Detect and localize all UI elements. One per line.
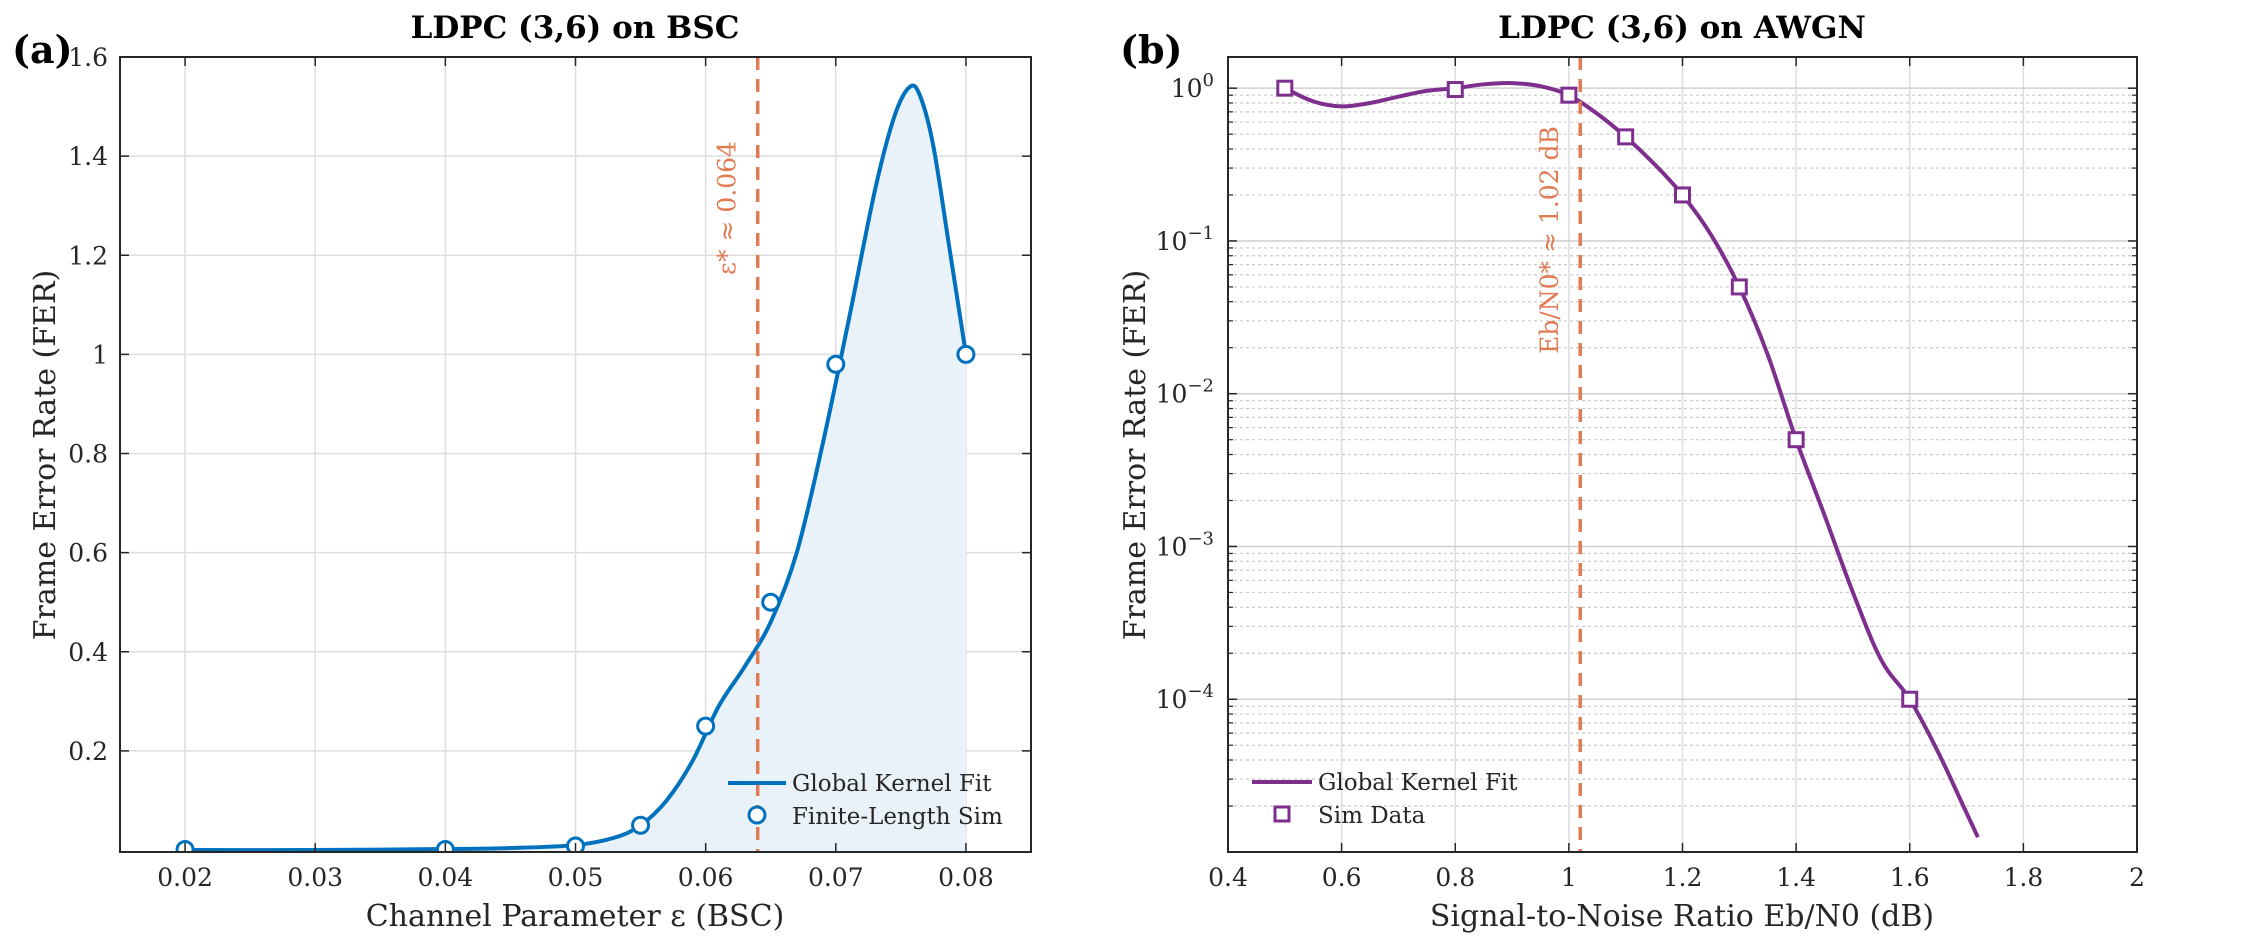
panel-b-sim-point: [1674, 186, 1691, 204]
panel-b-sim-point: [1446, 81, 1464, 99]
panel-a-sim-point: [761, 592, 781, 612]
panel-a-x-tick-label: 0.08: [938, 863, 994, 892]
panel-a-ticks: 0.02 0.03 0.04 0.05 0.06 0.07 0.08 0.2 0.4 0.6 0.8…: [68, 43, 1031, 892]
panel-b-threshold-label: Eb/N0* ≈ 1.02 dB: [1535, 126, 1564, 354]
panel-a-y-axis-label: Frame Error Rate (FER): [28, 270, 63, 641]
panel-b-sim-point: [1730, 278, 1748, 296]
panel-b-x-tick-label: 1: [1561, 863, 1577, 892]
panel-a-sim-point: [826, 354, 846, 374]
panel-a-x-axis-label: Channel Parameter ε (BSC): [366, 899, 785, 934]
panel-b-sim-point: [1787, 431, 1805, 449]
panel-a-threshold-label: ε* ≈ 0.064: [713, 141, 742, 275]
panel-a-y-tick-label: 0.8: [68, 440, 108, 469]
panel-a-fit-area-fill: [185, 85, 966, 852]
panel-a-x-tick-label: 0.02: [157, 863, 213, 892]
panel-b-y-tick-label: 10−2: [1156, 376, 1214, 409]
panel-b-y-tick-label: 100: [1171, 70, 1214, 103]
panel-b-fit-line: [1283, 81, 1980, 839]
panel-a-fit-line: [185, 83, 968, 852]
panel-b: 0.4 0.6 0.8 1 1.2 1.4 1.6 1.8 2 100 10−1 10−2 10−3 10…: [1118, 10, 2145, 934]
panel-a-legend-fit-label: Global Kernel Fit: [792, 771, 992, 797]
panel-b-y-tick-label: 10−1: [1156, 223, 1214, 256]
panel-a-sim-point: [956, 344, 976, 364]
panel-a-x-tick-label: 0.07: [808, 863, 864, 892]
panel-b-sim-point: [1276, 79, 1294, 97]
panel-a-y-tick-label: 0.2: [68, 737, 108, 766]
panel-b-sim-point: [1901, 690, 1919, 708]
panel-b-x-tick-label: 1.4: [1776, 863, 1816, 892]
panel-b-grid: [1227, 57, 2138, 852]
panel-a-y-tick-label: 1: [92, 340, 108, 369]
panel-b-sim-point: [1560, 86, 1578, 104]
panel-b-label: (b): [1120, 27, 1183, 72]
panel-a-sim-point: [631, 815, 651, 835]
panel-a-sim-point: [696, 716, 716, 736]
panel-a-legend-sim-label: Finite-Length Sim: [792, 804, 1003, 830]
panel-b-legend-fit-label: Global Kernel Fit: [1318, 770, 1518, 796]
panel-a-x-tick-label: 0.03: [287, 863, 343, 892]
panel-b-y-tick-label: 10−3: [1156, 528, 1214, 561]
panel-a: 0.02 0.03 0.04 0.05 0.06 0.07 0.08 0.2 0.4 0.6 0.8…: [12, 10, 1032, 934]
panel-a-legend-marker-swatch: [747, 805, 767, 825]
panel-a-x-tick-label: 0.06: [678, 863, 734, 892]
panel-b-x-tick-label: 1.2: [1663, 863, 1703, 892]
panel-a-y-tick-label: 1.6: [68, 43, 108, 72]
panel-b-x-tick-label: 0.8: [1435, 863, 1475, 892]
panel-a-legend: Global Kernel Fit Finite-Length Sim: [728, 771, 1003, 830]
panel-a-title: LDPC (3,6) on BSC: [411, 10, 740, 46]
panel-b-x-axis-label: Signal-to-Noise Ratio Eb/N0 (dB): [1430, 899, 1934, 934]
panel-b-x-tick-label: 1.6: [1890, 863, 1930, 892]
panel-b-y-axis-label: Frame Error Rate (FER): [1118, 270, 1153, 641]
panel-b-x-tick-label: 0.4: [1208, 863, 1248, 892]
panel-a-x-tick-label: 0.05: [548, 863, 604, 892]
panel-a-y-tick-label: 1.2: [68, 241, 108, 270]
panel-b-legend-sim-label: Sim Data: [1318, 803, 1426, 829]
panel-b-x-tick-label: 0.6: [1322, 863, 1362, 892]
panel-b-x-tick-label: 2: [2129, 863, 2145, 892]
panel-b-legend-marker-swatch: [1273, 805, 1291, 823]
panel-a-x-tick-label: 0.04: [418, 863, 474, 892]
panel-b-legend: Global Kernel Fit Sim Data: [1252, 770, 1518, 829]
panel-b-title: LDPC (3,6) on AWGN: [1498, 10, 1866, 46]
panel-b-ticks: 0.4 0.6 0.8 1 1.2 1.4 1.6 1.8 2 100 10−1 10−2 10−3 10…: [1156, 57, 2145, 892]
panel-a-y-tick-label: 1.4: [68, 142, 108, 171]
panel-b-x-tick-label: 1.8: [2003, 863, 2043, 892]
panel-a-y-tick-label: 0.4: [68, 638, 108, 667]
panel-a-y-tick-label: 0.6: [68, 539, 108, 568]
panel-b-sim-point: [1617, 128, 1635, 146]
panel-a-label: (a): [12, 27, 73, 72]
panel-b-y-tick-label: 10−4: [1156, 681, 1214, 714]
panel-b-markers: [1276, 79, 1919, 708]
panel-a-markers: [175, 344, 976, 852]
